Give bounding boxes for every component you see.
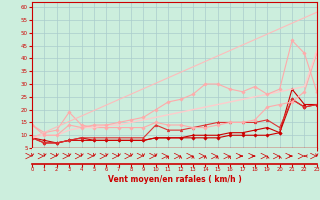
X-axis label: Vent moyen/en rafales ( km/h ): Vent moyen/en rafales ( km/h )	[108, 175, 241, 184]
